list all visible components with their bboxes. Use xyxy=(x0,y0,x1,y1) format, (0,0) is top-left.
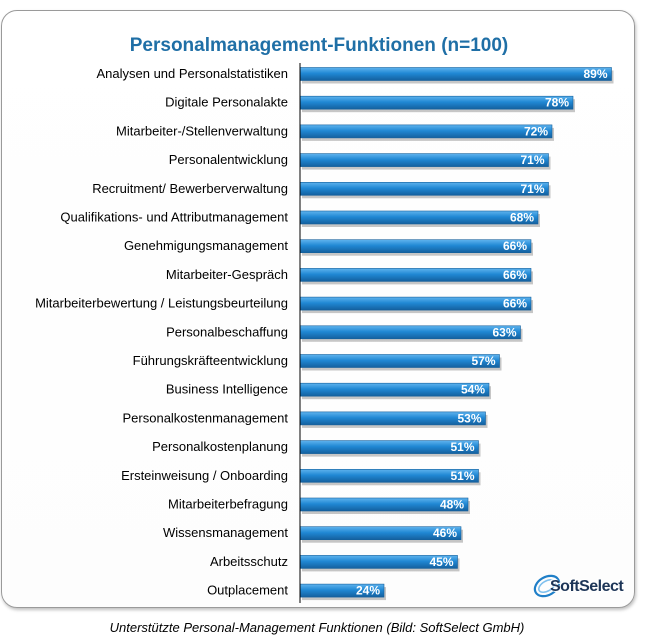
softselect-logo: SoftSelect xyxy=(532,571,624,601)
bar xyxy=(299,182,549,196)
swirl-icon xyxy=(533,574,561,598)
caption: Unterstützte Personal-Management Funktio… xyxy=(109,620,525,635)
logo-text: SoftSelect xyxy=(550,578,624,595)
category-label: Mitarbeiterbefragung xyxy=(168,497,288,512)
category-label: Mitarbeiterbewertung / Leistungsbeurteil… xyxy=(35,296,288,311)
value-label: 51% xyxy=(450,469,474,483)
value-label: 66% xyxy=(503,297,527,311)
bar-chart: Analysen und Personalstatistiken 89% Digit… xyxy=(35,63,614,603)
bar xyxy=(299,268,532,282)
bar xyxy=(299,67,612,81)
bar xyxy=(299,95,574,110)
category-label: Personalkostenplanung xyxy=(152,439,288,454)
chart-title: Personalmanagement-Funktionen (n=100) xyxy=(129,35,509,56)
category-label: Digitale Personalakte xyxy=(165,95,288,110)
bar xyxy=(299,325,521,340)
category-label: Mitarbeiter-Gespräch xyxy=(166,267,288,282)
category-label: Wissensmanagement xyxy=(163,525,288,540)
bar xyxy=(299,239,532,253)
value-label: 89% xyxy=(583,67,607,81)
value-label: 57% xyxy=(471,354,495,368)
value-label: 71% xyxy=(520,182,544,196)
value-label: 71% xyxy=(520,153,544,167)
bar xyxy=(299,210,539,225)
chart-frame: Personalmanagement-Funktionen (n=100) An… xyxy=(1,10,635,608)
value-label: 66% xyxy=(503,239,527,253)
value-label: 45% xyxy=(429,555,453,569)
bars-layer: Analysen und Personalstatistiken 89% Digit… xyxy=(35,66,614,601)
category-label: Ersteinweisung / Onboarding xyxy=(121,468,288,483)
category-label: Recruitment/ Bewerberverwaltung xyxy=(92,181,288,196)
value-label: 63% xyxy=(492,325,516,339)
value-label: 72% xyxy=(524,124,548,138)
bar xyxy=(299,153,549,167)
category-label: Arbeitsschutz xyxy=(210,554,288,569)
value-label: 54% xyxy=(461,383,485,397)
bar xyxy=(299,124,553,139)
value-label: 78% xyxy=(545,96,569,110)
category-label: Business Intelligence xyxy=(166,382,288,397)
value-label: 68% xyxy=(510,211,534,225)
category-label: Personalentwicklung xyxy=(169,152,288,167)
category-label: Genehmigungsmanagement xyxy=(124,238,288,253)
bar xyxy=(299,296,532,311)
category-label: Analysen und Personalstatistiken xyxy=(96,66,288,81)
category-label: Outplacement xyxy=(207,583,288,598)
category-label: Personalkostenmanagement xyxy=(123,410,289,425)
value-label: 48% xyxy=(440,498,464,512)
value-label: 46% xyxy=(433,526,457,540)
value-label: 51% xyxy=(450,440,474,454)
category-label: Führungskräfteentwicklung xyxy=(133,353,288,368)
value-label: 53% xyxy=(457,411,481,425)
bar xyxy=(299,354,500,368)
category-label: Qualifikations- und Attributmanagement xyxy=(60,210,288,225)
category-label: Personalbeschaffung xyxy=(166,324,288,339)
value-label: 66% xyxy=(503,268,527,282)
category-label: Mitarbeiter-/Stellenverwaltung xyxy=(116,123,288,138)
value-label: 24% xyxy=(356,584,380,598)
